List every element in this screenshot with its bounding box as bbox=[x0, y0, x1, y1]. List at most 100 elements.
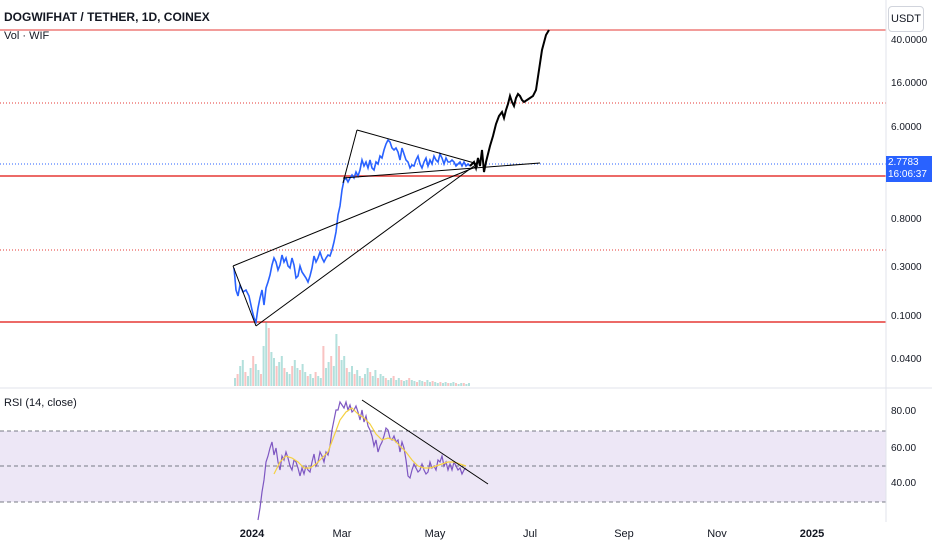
time-axis-label: 2024 bbox=[239, 528, 265, 540]
volume-bar bbox=[364, 374, 366, 386]
volume-bar bbox=[301, 364, 304, 386]
triangle-left-line bbox=[342, 129, 358, 184]
volume-bar bbox=[444, 382, 447, 386]
symbol-title[interactable]: DOGWIFHAT / TETHER, 1D, COINEX bbox=[4, 10, 210, 24]
volume-bar bbox=[343, 356, 346, 386]
volume-bar bbox=[345, 368, 348, 386]
volume-bar bbox=[408, 378, 411, 386]
volume-bar bbox=[431, 381, 434, 386]
triangle-lower-line bbox=[342, 162, 541, 179]
volume-bar bbox=[395, 380, 398, 386]
volume-bar bbox=[371, 376, 374, 386]
volume-bar bbox=[442, 383, 444, 386]
volume-bar bbox=[241, 360, 244, 386]
volume-bar bbox=[429, 382, 431, 386]
volume-bar bbox=[312, 378, 314, 386]
volume-bar bbox=[270, 352, 273, 386]
volume-bar bbox=[392, 376, 395, 386]
volume-bar bbox=[239, 366, 242, 386]
wedge-lower-line bbox=[255, 165, 475, 327]
volume-bar bbox=[423, 382, 426, 386]
time-axis-label: May bbox=[424, 528, 446, 540]
volume-bar bbox=[306, 376, 309, 386]
volume-bar bbox=[348, 372, 351, 386]
volume-bars bbox=[234, 322, 470, 386]
volume-bar bbox=[449, 383, 452, 386]
volume-bar bbox=[403, 381, 405, 386]
projection-curve bbox=[469, 29, 550, 173]
volume-bar bbox=[338, 346, 340, 386]
volume-bar bbox=[468, 383, 470, 386]
rsi-ma-line bbox=[273, 407, 467, 475]
volume-bar bbox=[317, 376, 320, 386]
price-axis-label: 40.0000 bbox=[891, 35, 928, 46]
volume-bar bbox=[416, 382, 418, 386]
volume-bar bbox=[293, 360, 296, 386]
time-axis-label: Sep bbox=[614, 528, 634, 540]
volume-bar bbox=[457, 384, 460, 386]
triangle-upper-line bbox=[356, 129, 479, 165]
time-axis-label: Nov bbox=[707, 528, 727, 540]
volume-bar bbox=[358, 376, 361, 386]
volume-bar bbox=[434, 382, 437, 386]
price-axis-label: 0.0400 bbox=[891, 354, 922, 365]
volume-bar bbox=[455, 383, 457, 386]
volume-bar bbox=[257, 370, 260, 386]
volume-bar bbox=[286, 372, 288, 386]
volume-bar bbox=[332, 366, 335, 386]
volume-bar bbox=[265, 322, 268, 386]
volume-bar bbox=[299, 370, 301, 386]
volume-bar bbox=[322, 346, 325, 386]
volume-bar bbox=[374, 370, 377, 386]
current-price-value: 2.7783 bbox=[888, 157, 919, 168]
rsi-axis-label: 80.00 bbox=[891, 406, 917, 417]
volume-bar bbox=[465, 384, 468, 386]
volume-bar bbox=[439, 382, 442, 386]
volume-bar bbox=[236, 374, 239, 386]
volume-bar bbox=[260, 374, 262, 386]
currency-button[interactable]: USDT bbox=[888, 6, 924, 32]
volume-bar bbox=[291, 366, 294, 386]
volume-bar bbox=[410, 380, 413, 386]
volume-bar bbox=[314, 372, 317, 386]
volume-bar bbox=[460, 383, 463, 386]
volume-bar bbox=[280, 356, 283, 386]
volume-bar bbox=[379, 374, 382, 386]
price-axis-label: 0.1000 bbox=[891, 311, 922, 322]
trendline-drawings[interactable] bbox=[232, 129, 541, 327]
volume-bar bbox=[340, 360, 343, 386]
volume-bar bbox=[413, 381, 416, 386]
time-axis-label: 2025 bbox=[799, 528, 825, 540]
current-price-badge: 2.7783 16:06:37 bbox=[886, 156, 932, 182]
volume-bar bbox=[382, 376, 385, 386]
volume-bar bbox=[377, 378, 379, 386]
price-axis-label: 6.0000 bbox=[891, 122, 922, 133]
rsi-indicator-label[interactable]: RSI (14, close) bbox=[4, 397, 77, 409]
volume-bar bbox=[436, 383, 439, 386]
volume-bar bbox=[304, 372, 307, 386]
horizontal-levels[interactable] bbox=[0, 29, 886, 323]
bar-countdown: 16:06:37 bbox=[888, 169, 927, 180]
volume-bar bbox=[247, 376, 249, 386]
volume-bar bbox=[273, 358, 275, 386]
volume-bar bbox=[426, 380, 429, 386]
volume-bar bbox=[254, 364, 257, 386]
volume-bar bbox=[387, 380, 390, 386]
volume-bar bbox=[325, 368, 327, 386]
volume-bar bbox=[262, 346, 265, 386]
volume-bar bbox=[400, 380, 403, 386]
volume-label: Vol · WIF bbox=[4, 30, 50, 42]
wedge-left-line bbox=[232, 265, 257, 327]
price-axis-label: 16.0000 bbox=[891, 78, 928, 89]
rsi-axis-label: 60.00 bbox=[891, 443, 917, 454]
volume-bar bbox=[366, 368, 369, 386]
volume-bar bbox=[244, 372, 247, 386]
volume-bar bbox=[309, 374, 312, 386]
rsi-trendline bbox=[361, 399, 489, 485]
price-axis-label: 0.3000 bbox=[891, 262, 922, 273]
volume-bar bbox=[421, 381, 424, 386]
volume-bar bbox=[353, 374, 356, 386]
volume-bar bbox=[351, 366, 353, 386]
volume-bar bbox=[296, 368, 299, 386]
